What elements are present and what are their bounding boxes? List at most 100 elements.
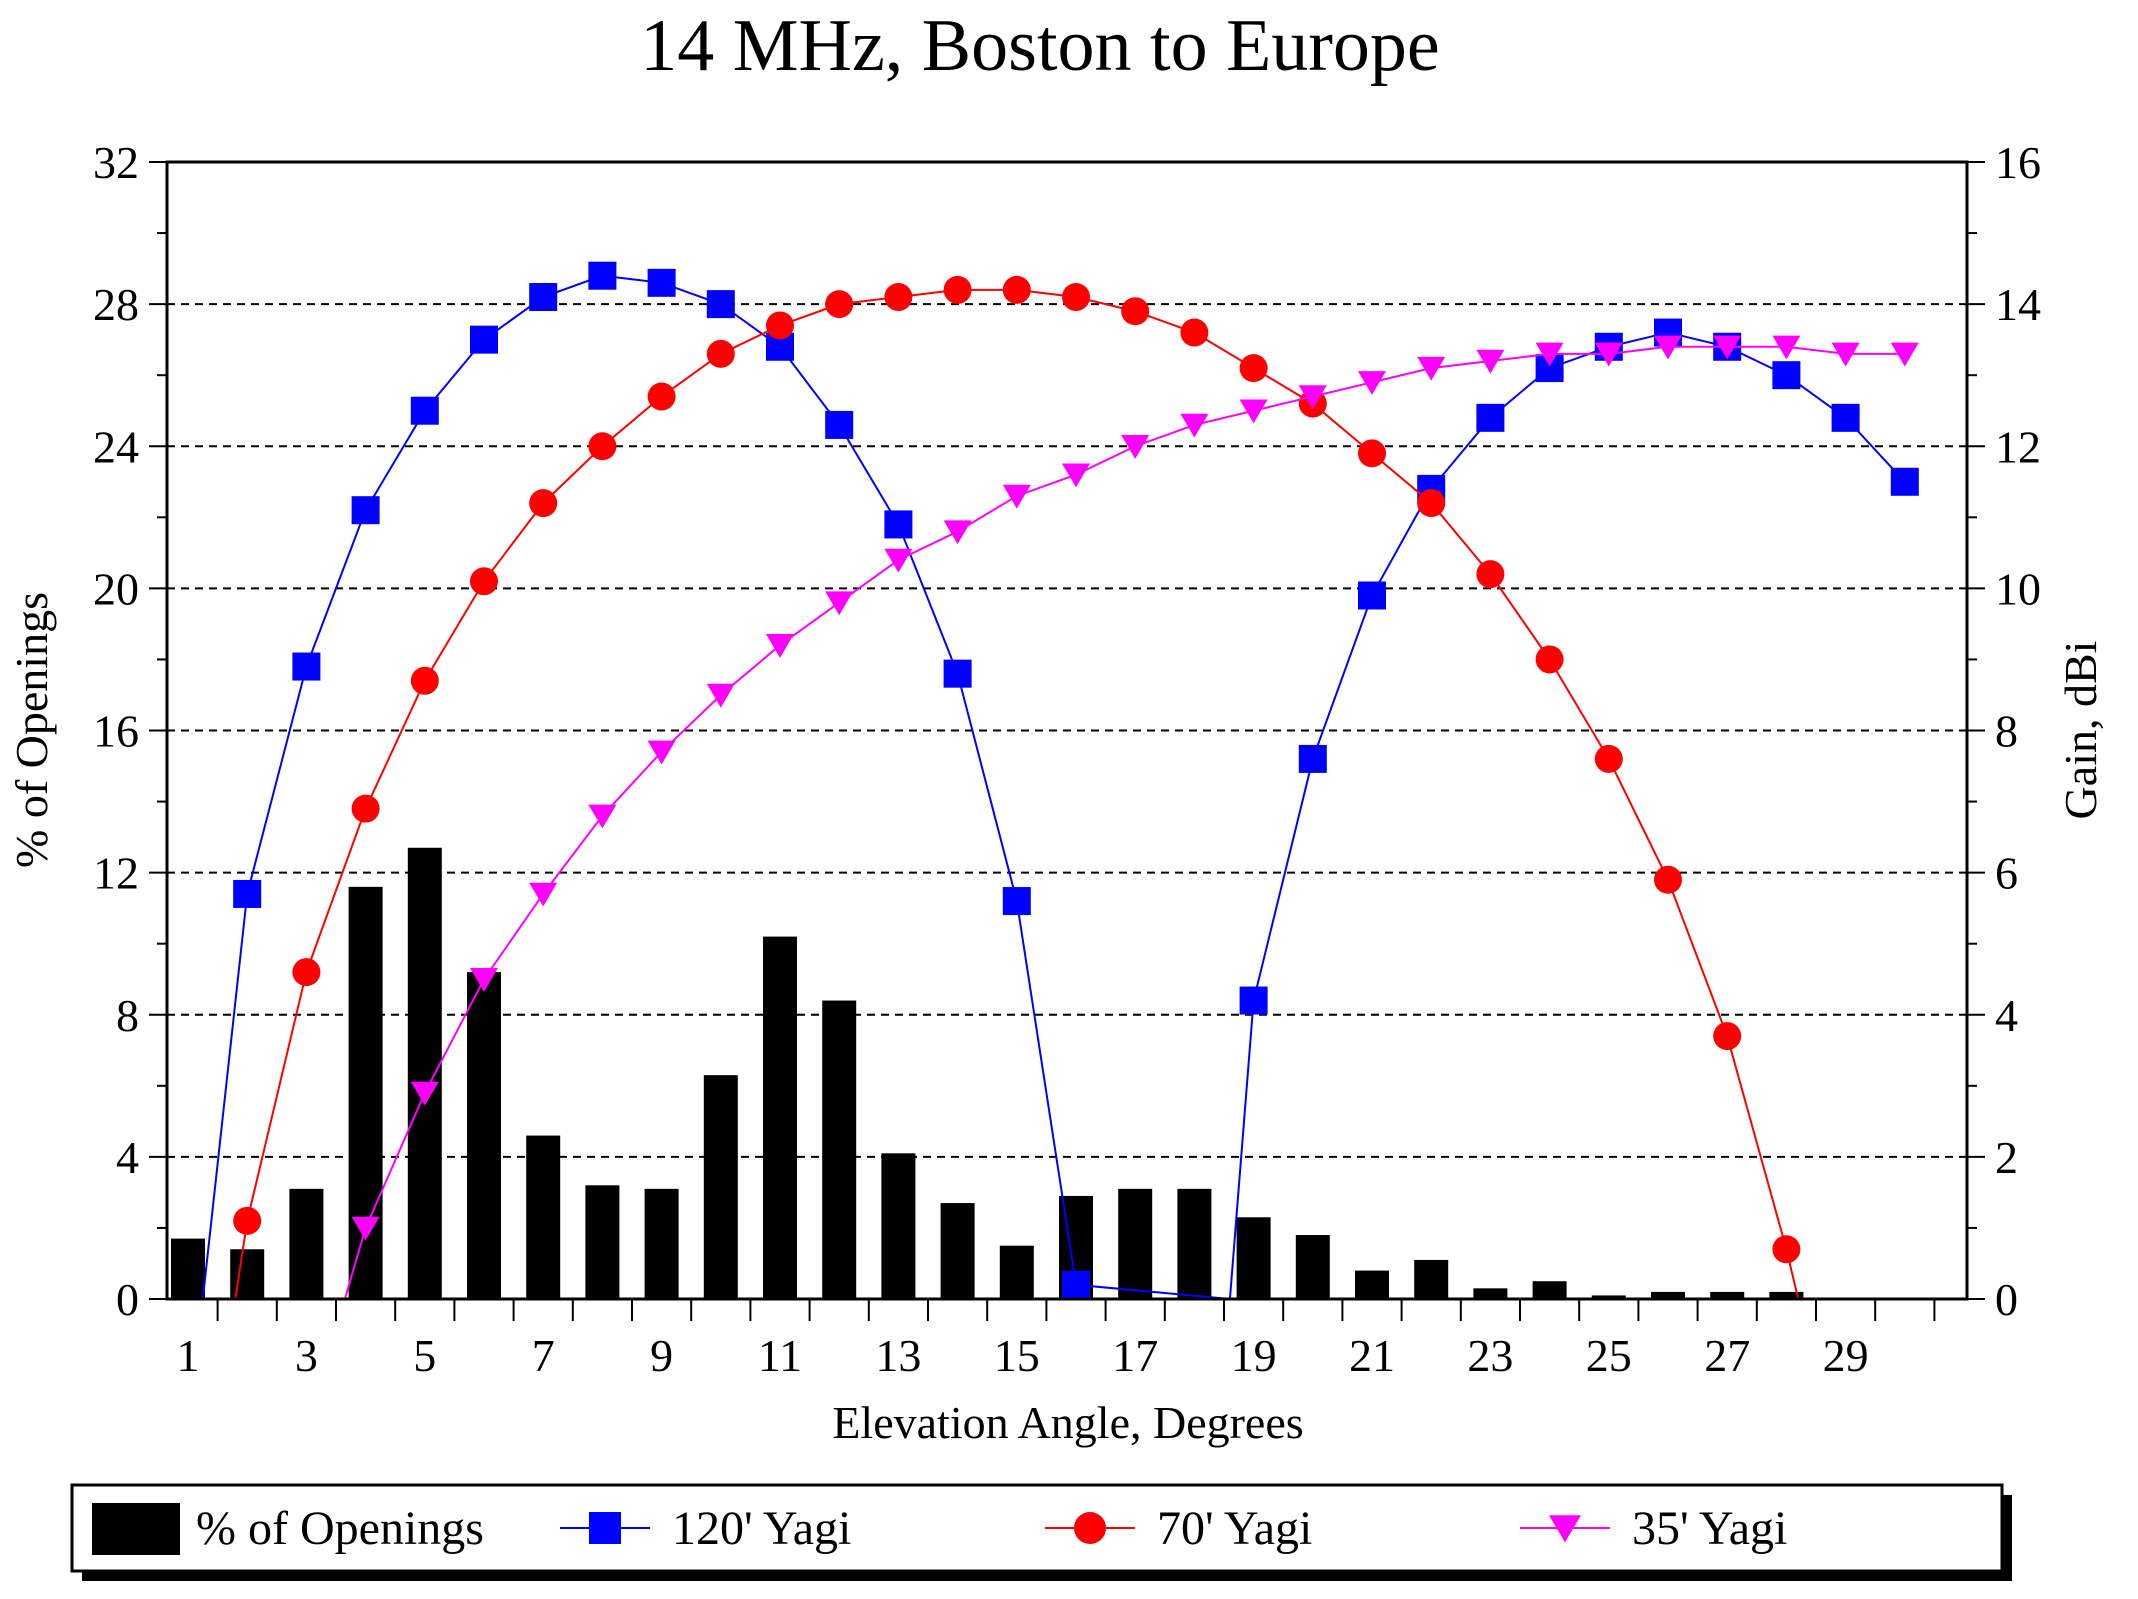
bar [230, 1249, 265, 1299]
series-marker [1358, 371, 1386, 395]
y-tick-label: 0 [116, 1274, 139, 1325]
series-marker [1239, 986, 1268, 1015]
series-marker [1180, 413, 1209, 438]
x-tick-label: 25 [1586, 1330, 1632, 1381]
series-line [343, 345, 1905, 1300]
y2-tick-label: 4 [1995, 990, 2018, 1041]
series-marker [1549, 1515, 1581, 1543]
series-marker [1535, 645, 1564, 674]
x-axis-label: Elevation Angle, Degrees [832, 1397, 1303, 1448]
series-marker [1594, 744, 1623, 773]
y2-tick-label: 2 [1995, 1132, 2018, 1183]
series-marker [529, 882, 558, 907]
series-marker [1772, 335, 1801, 360]
series-marker [470, 567, 498, 596]
series-marker [1476, 560, 1505, 589]
x-tick-label: 19 [1231, 1330, 1277, 1381]
legend: % of Openings 120' Yagi 70' Yagi 35' Yagi [70, 1483, 2012, 1581]
bar [289, 1188, 324, 1299]
series-marker [1002, 887, 1031, 916]
y-tick-label: 4 [116, 1132, 139, 1183]
bar [585, 1185, 620, 1299]
series-marker [1180, 318, 1209, 347]
series-marker [1417, 489, 1446, 518]
x-tick-label: 17 [1112, 1330, 1158, 1381]
series-marker [1062, 463, 1090, 488]
bar [467, 972, 501, 1299]
y2-tick-label: 8 [1995, 706, 2018, 757]
legend-label: 35' Yagi [1632, 1502, 1787, 1555]
bar [763, 936, 797, 1299]
series-marker [1831, 403, 1860, 432]
bars-group [171, 847, 1804, 1299]
series-marker [943, 520, 972, 545]
x-tick-label: 1 [177, 1330, 200, 1381]
series-marker [1002, 484, 1031, 509]
chart-title: 14 MHz, Boston to Europe [640, 5, 1440, 87]
y-tick-label: 24 [93, 421, 139, 472]
y-tick-label: 16 [93, 706, 139, 757]
series-marker [1831, 342, 1860, 367]
series-marker [1062, 283, 1090, 312]
series-marker [1417, 356, 1446, 381]
series-marker [706, 683, 735, 708]
bar [171, 1238, 205, 1299]
bar [1355, 1270, 1389, 1299]
bar [1769, 1291, 1804, 1299]
series-marker [470, 325, 498, 354]
bar [1710, 1291, 1745, 1299]
series-marker [292, 652, 321, 681]
series-marker [1535, 342, 1564, 367]
bar [1177, 1188, 1212, 1299]
legend-items: % of Openings 120' Yagi 70' Yagi 35' Yagi [92, 1502, 1787, 1555]
x-tick-label: 23 [1467, 1330, 1513, 1381]
series-marker [1358, 581, 1386, 610]
legend-label: 120' Yagi [672, 1502, 851, 1555]
bar [644, 1188, 679, 1299]
series-marker [884, 283, 913, 312]
series-marker [766, 311, 794, 340]
y-axis-label: % of Openings [6, 592, 57, 868]
series-marker [1713, 335, 1742, 360]
bar [881, 1153, 916, 1299]
y2-tick-label: 10 [1995, 563, 2041, 614]
series-marker [1358, 439, 1386, 468]
y2-tick-label: 0 [1995, 1274, 2018, 1325]
x-tick-label: 15 [994, 1330, 1040, 1381]
legend-label: % of Openings [196, 1502, 484, 1555]
series-marker [884, 548, 913, 573]
y-tick-label: 32 [93, 137, 139, 188]
series-marker [1654, 865, 1682, 894]
x-tick-label: 21 [1349, 1330, 1395, 1381]
series-marker [1002, 275, 1031, 304]
legend-box [70, 1483, 2004, 1573]
bar [822, 1000, 857, 1299]
bar [940, 1203, 975, 1299]
series-marker [825, 410, 854, 439]
series-lines-group [201, 261, 1919, 1301]
legend-label: 70' Yagi [1157, 1502, 1312, 1555]
series-marker [351, 1216, 380, 1241]
series-marker [529, 283, 558, 312]
bar [1651, 1291, 1685, 1299]
series-marker [706, 290, 735, 319]
x-tick-label: 13 [875, 1330, 921, 1381]
y-tick-label: 28 [93, 279, 139, 330]
series-marker [410, 666, 439, 695]
series-marker [647, 268, 676, 297]
series-marker [766, 634, 794, 658]
y2-tick-label: 12 [1995, 421, 2041, 472]
series-marker [351, 794, 380, 823]
series-marker [1121, 435, 1150, 459]
series-marker [1476, 349, 1505, 374]
series-marker [351, 496, 380, 525]
bar [1118, 1188, 1153, 1299]
series-marker [884, 510, 913, 539]
series-marker [1890, 467, 1919, 496]
series-marker [410, 1081, 439, 1106]
bar [999, 1245, 1034, 1299]
series-marker [943, 659, 972, 688]
y-tick-label: 8 [116, 990, 139, 1041]
